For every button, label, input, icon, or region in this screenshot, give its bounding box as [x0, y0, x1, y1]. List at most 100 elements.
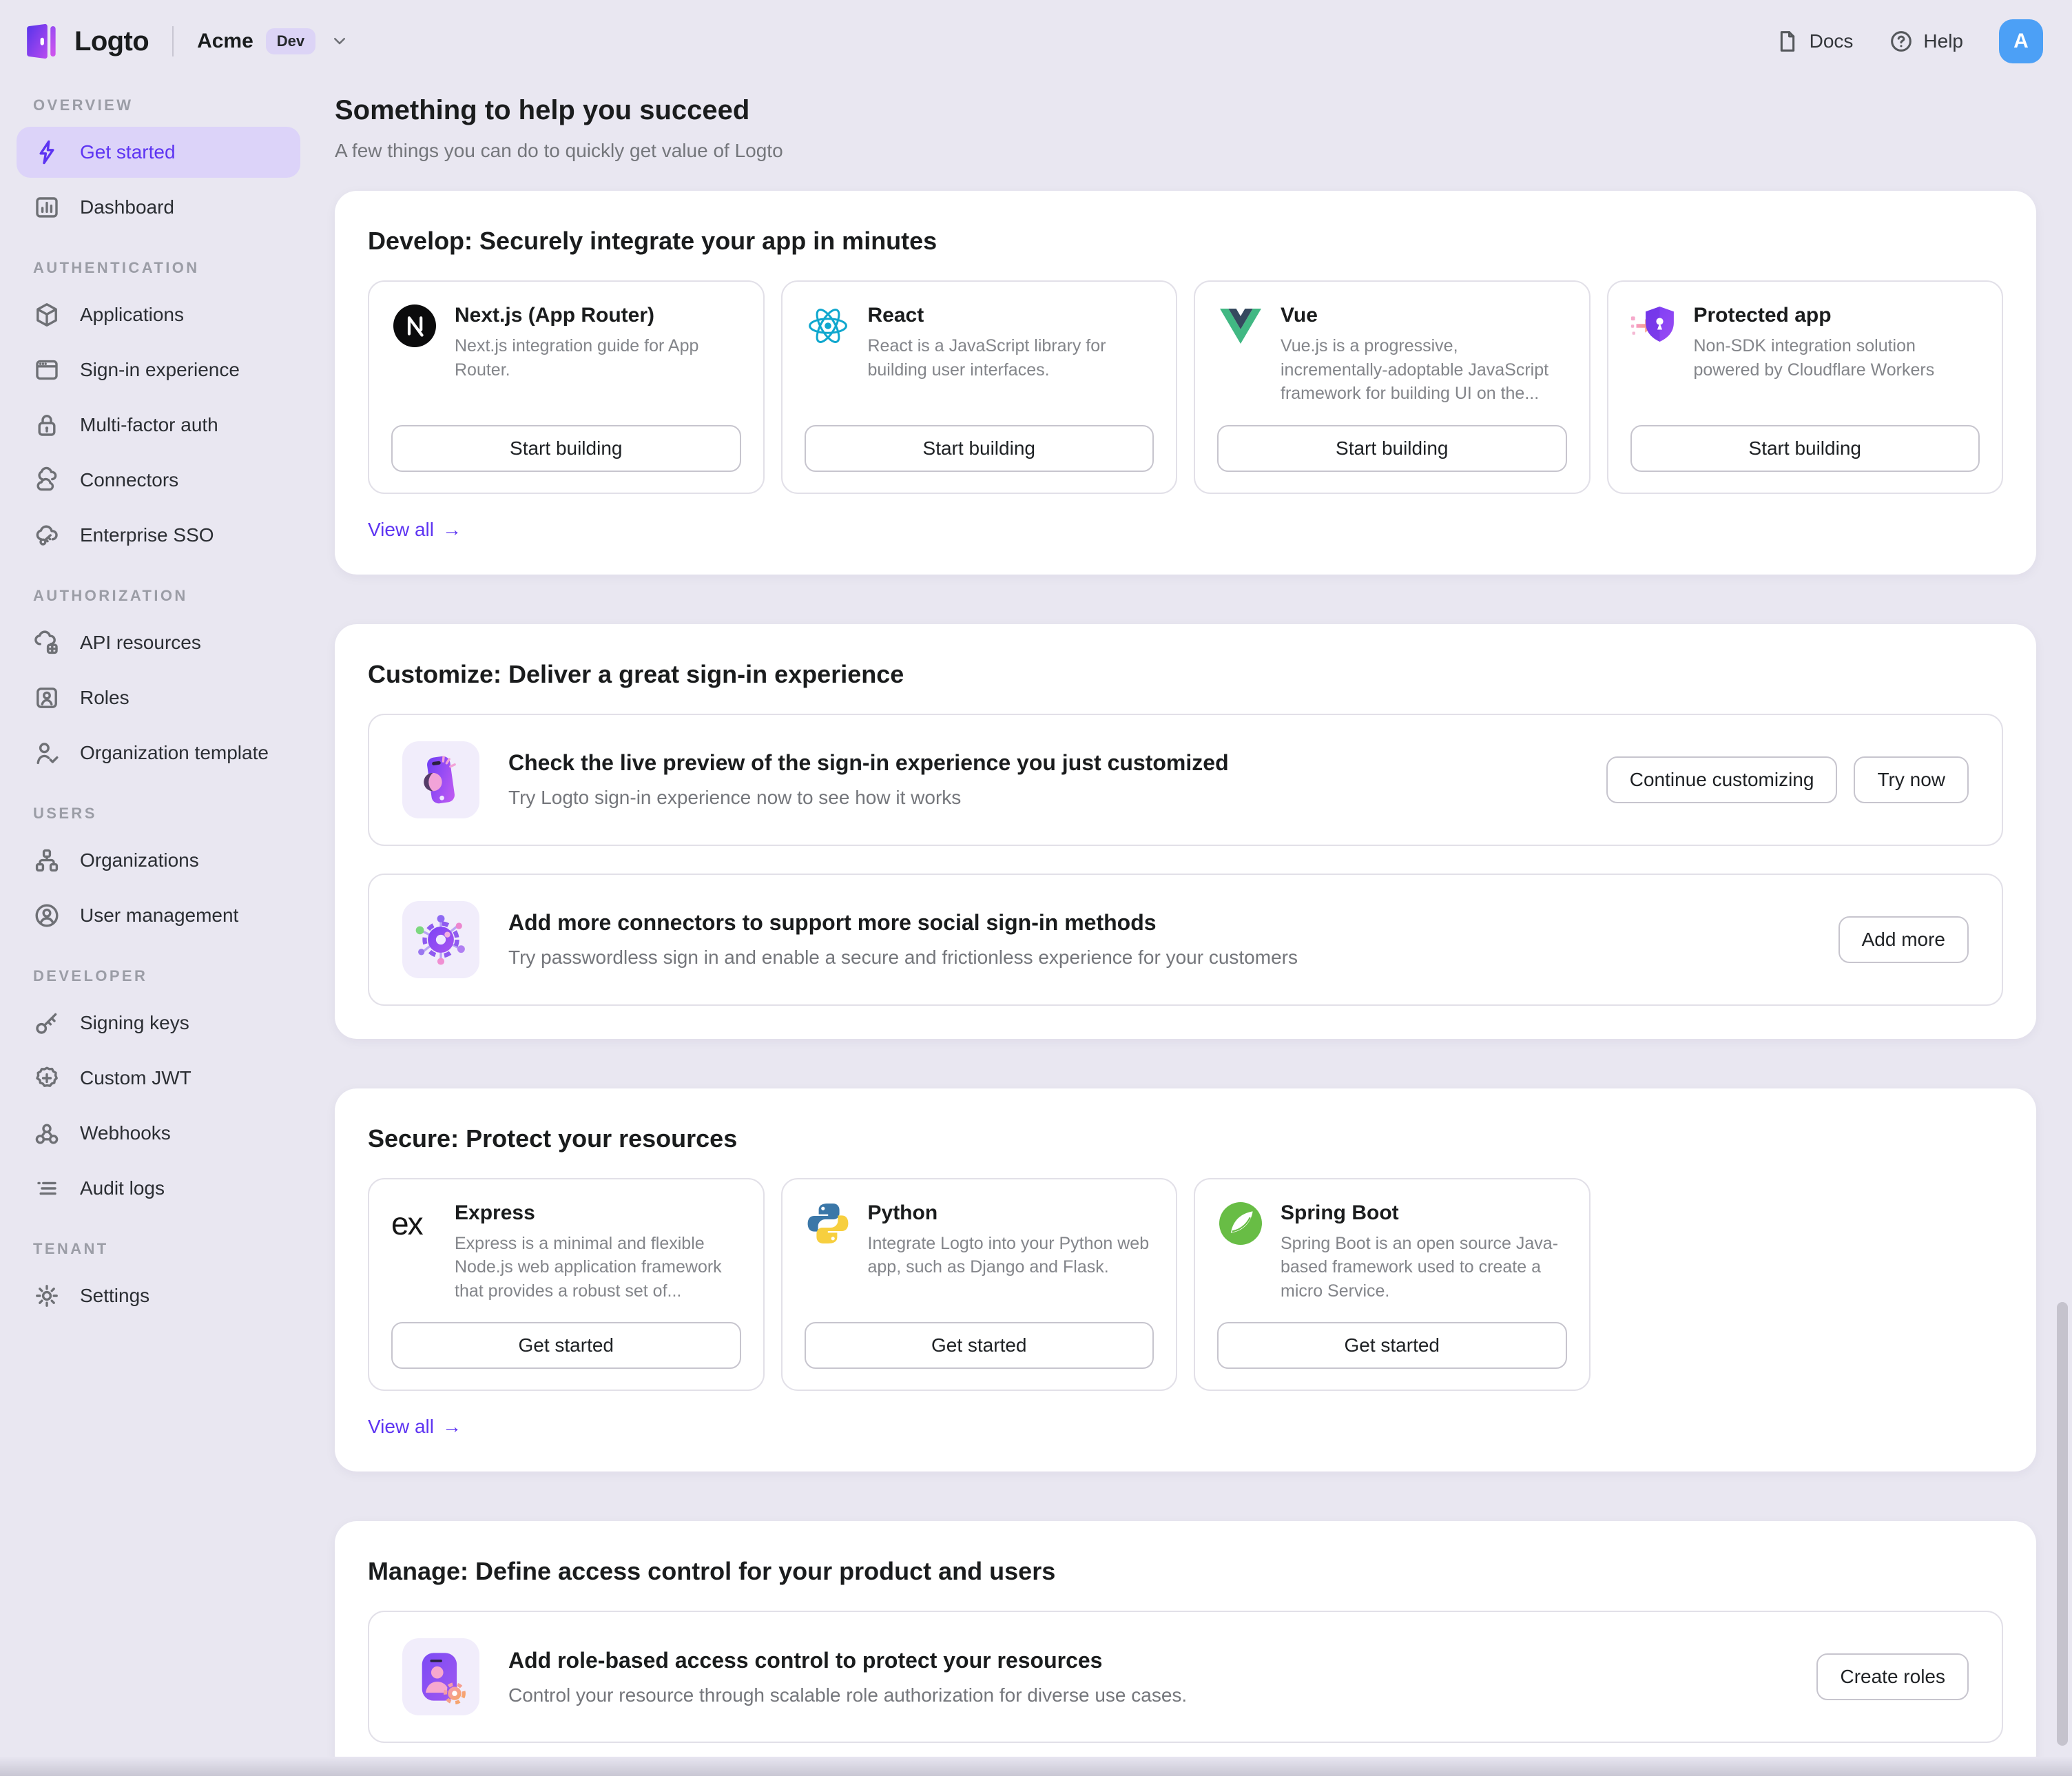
phone-preview-illustration: [402, 741, 479, 818]
card-secure: Secure: Protect your resources ex Express E…: [335, 1088, 2036, 1472]
spring-logo: [1217, 1200, 1264, 1247]
gear-icon: [33, 1282, 61, 1310]
view-all-link-develop[interactable]: View all →: [368, 519, 462, 541]
framework-description: Next.js integration guide for App Router…: [455, 336, 699, 380]
sidebar-item-webhooks[interactable]: Webhooks: [17, 1108, 300, 1159]
get-started-button[interactable]: Get started: [1217, 1322, 1567, 1369]
sidebar-item-signing-keys[interactable]: Signing keys: [17, 998, 300, 1049]
continue-customizing-button[interactable]: Continue customizing: [1606, 756, 1838, 803]
sidebar-item-label: Settings: [80, 1285, 150, 1306]
sidebar-item-label: Connectors: [80, 469, 179, 491]
tenant-name: Acme: [197, 30, 253, 52]
topbar-divider: [172, 26, 174, 56]
react-logo: [805, 302, 851, 349]
section-title-manage: Manage: Define access control for your p…: [368, 1557, 1056, 1585]
sidebar-item-roles[interactable]: Roles: [17, 672, 300, 723]
action-subtitle: Try Logto sign-in experience now to see …: [508, 787, 962, 808]
sidebar-item-applications[interactable]: Applications: [17, 289, 300, 340]
lightning-icon: [33, 138, 61, 166]
framework-name: Express: [455, 1201, 535, 1224]
docs-label: Docs: [1809, 30, 1854, 52]
arrow-right-icon: →: [442, 518, 462, 540]
start-building-button[interactable]: Start building: [391, 424, 741, 472]
avatar[interactable]: A: [1999, 19, 2043, 63]
framework-card-react: React React is a JavaScript library for b…: [780, 280, 1177, 494]
sidebar-item-connectors[interactable]: Connectors: [17, 455, 300, 506]
sidebar-item-get-started[interactable]: Get started: [17, 127, 300, 178]
sidebar: OVERVIEW Get started Dashboard AUTHENTICATI…: [0, 83, 317, 1776]
card-manage: Manage: Define access control for your p…: [335, 1521, 2036, 1776]
get-started-button[interactable]: Get started: [804, 1322, 1154, 1369]
framework-name: Vue: [1281, 304, 1318, 327]
view-all-label: View all: [368, 1416, 434, 1437]
sidebar-item-label: Roles: [80, 687, 130, 708]
sidebar-item-label: Get started: [80, 141, 176, 163]
sidebar-item-dashboard[interactable]: Dashboard: [17, 182, 300, 233]
logto-brand[interactable]: Logto: [21, 21, 149, 62]
create-roles-button[interactable]: Create roles: [1816, 1653, 1969, 1700]
question-circle-icon: [1891, 31, 1912, 52]
framework-card-python: Python Integrate Logto into your Python w…: [780, 1177, 1177, 1391]
framework-card-protected-app: Protected app Non-SDK integration solutio…: [1606, 280, 2003, 494]
python-logo: [805, 1200, 851, 1247]
sidebar-section-label-authorization: AUTHORIZATION: [33, 587, 188, 604]
person-check-icon: [33, 739, 61, 767]
get-started-button[interactable]: Get started: [391, 1322, 741, 1369]
cube-icon: [33, 301, 61, 329]
cloud-box-icon: [33, 629, 61, 657]
person-circle-icon: [33, 902, 61, 929]
rbac-illustration: [402, 1638, 479, 1715]
sidebar-item-label: Organization template: [80, 742, 269, 763]
sidebar-item-api-resources[interactable]: API resources: [17, 617, 300, 668]
sidebar-item-label: Custom JWT: [80, 1067, 191, 1088]
start-building-button[interactable]: Start building: [1217, 424, 1567, 472]
action-title: Add more connectors to support more soci…: [508, 910, 1157, 935]
sidebar-item-sign-in-experience[interactable]: Sign-in experience: [17, 344, 300, 395]
try-now-button[interactable]: Try now: [1854, 756, 1969, 803]
sidebar-item-enterprise-sso[interactable]: Enterprise SSO: [17, 510, 300, 561]
docs-link[interactable]: Docs: [1775, 29, 1854, 54]
help-link[interactable]: Help: [1889, 29, 1963, 54]
card-develop: Develop: Securely integrate your app in …: [335, 191, 2036, 575]
add-more-button[interactable]: Add more: [1838, 916, 1969, 963]
sidebar-item-label: Audit logs: [80, 1177, 165, 1199]
sidebar-item-organization-template[interactable]: Organization template: [17, 727, 300, 778]
bottom-scrollbar-track[interactable]: [0, 1757, 2072, 1776]
action-row-check-the-live-preview-of-the-sign-in-ex: Check the live preview of the sign-in ex…: [368, 713, 2003, 846]
sidebar-item-multi-factor-auth[interactable]: Multi-factor auth: [17, 400, 300, 451]
main-content: Something to help you succeed A few thin…: [317, 83, 2072, 1776]
start-building-button[interactable]: Start building: [1630, 424, 1980, 472]
browser-icon: [33, 356, 61, 384]
card-customize: Customize: Deliver a great sign-in exper…: [335, 623, 2036, 1039]
brand-name: Logto: [74, 25, 149, 56]
view-all-link-secure[interactable]: View all →: [368, 1416, 462, 1438]
sidebar-item-audit-logs[interactable]: Audit logs: [17, 1163, 300, 1214]
framework-name: React: [867, 304, 924, 327]
connector-hub-illustration: [402, 900, 479, 978]
framework-name: Python: [867, 1201, 938, 1224]
vertical-scrollbar-thumb[interactable]: [2057, 1302, 2068, 1746]
start-building-button[interactable]: Start building: [804, 424, 1154, 472]
sidebar-item-custom-jwt[interactable]: Custom JWT: [17, 1053, 300, 1104]
sidebar-item-label: Webhooks: [80, 1122, 171, 1144]
action-subtitle: Try passwordless sign in and enable a se…: [508, 947, 1298, 968]
sidebar-item-organizations[interactable]: Organizations: [17, 835, 300, 886]
svg-text:ex: ex: [391, 1206, 424, 1241]
tenant-selector[interactable]: Acme Dev: [197, 28, 350, 54]
sidebar-item-label: Applications: [80, 304, 184, 325]
framework-name: Next.js (App Router): [455, 304, 655, 327]
sidebar-item-settings[interactable]: Settings: [17, 1270, 300, 1321]
nextjs-logo: [391, 302, 438, 349]
framework-card-express: ex Express Express is a minimal and flexib…: [368, 1177, 765, 1391]
sidebar-item-label: Signing keys: [80, 1012, 189, 1033]
express-logo: ex: [391, 1200, 438, 1247]
sidebar-item-label: Dashboard: [80, 196, 174, 218]
sidebar-section-label-users: USERS: [33, 805, 97, 822]
sidebar-item-label: User management: [80, 905, 239, 926]
sidebar-item-user-management[interactable]: User management: [17, 890, 300, 941]
action-subtitle: Control your resource through scalable r…: [508, 1684, 1188, 1706]
vue-logo: [1217, 302, 1264, 349]
sidebar-item-label: Sign-in experience: [80, 359, 240, 380]
sidebar-item-label: API resources: [80, 632, 201, 653]
clouds-icon: [33, 466, 61, 494]
